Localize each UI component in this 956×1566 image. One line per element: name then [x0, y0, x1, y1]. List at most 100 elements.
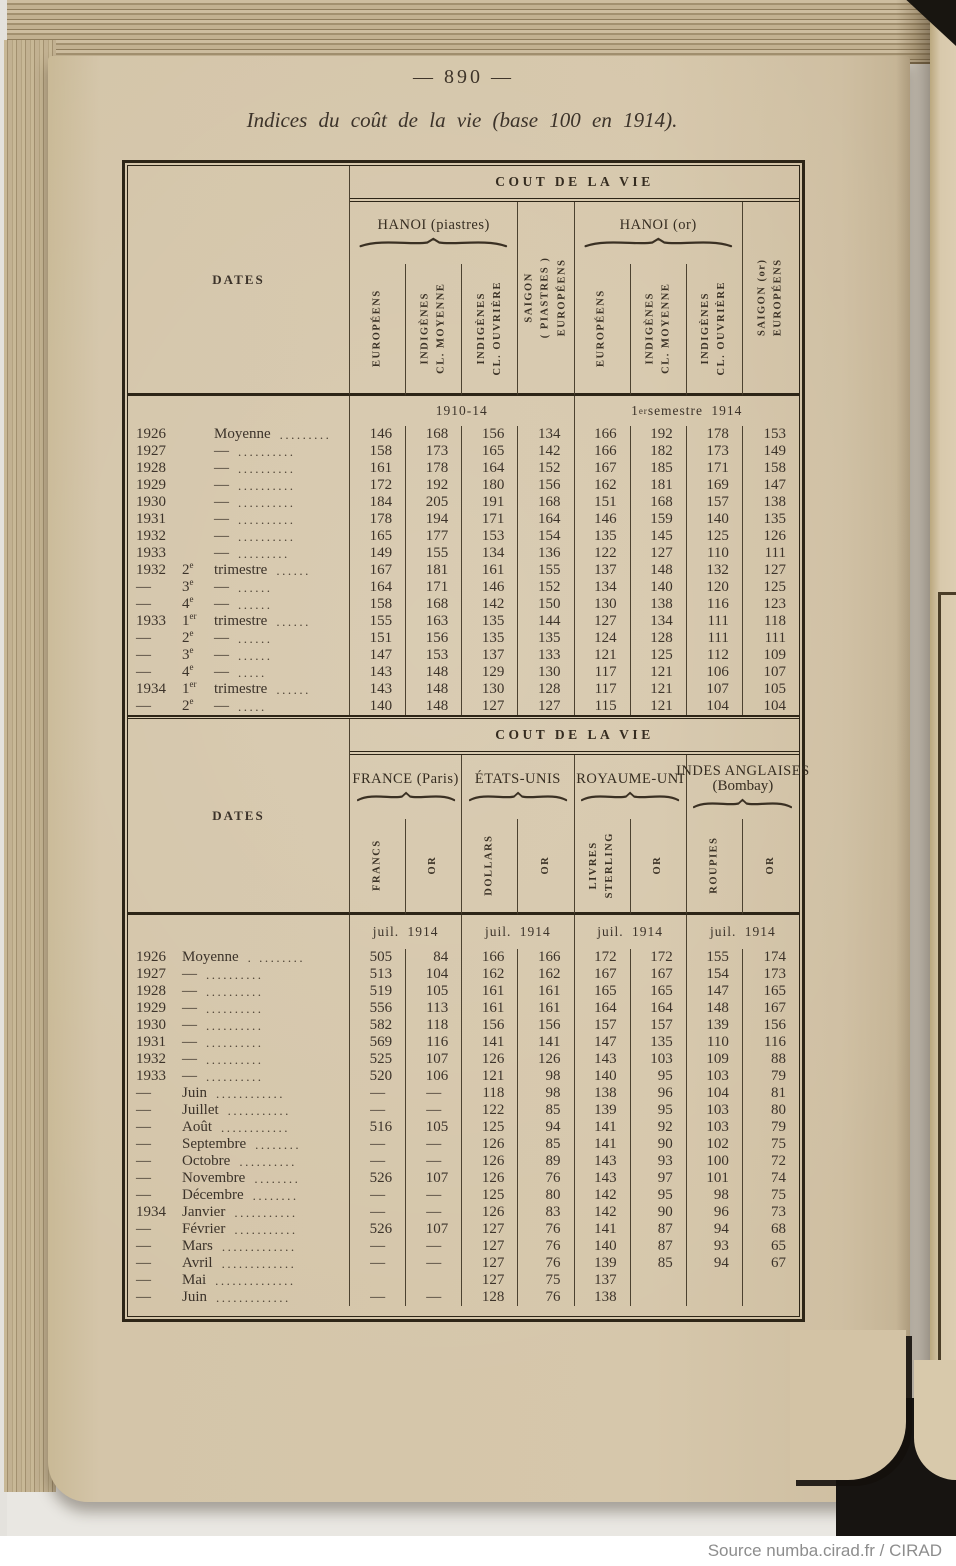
value-cell: 139 — [575, 1102, 631, 1119]
value-cell: 164 — [518, 511, 575, 528]
value-cell: 155 — [350, 613, 407, 630]
value-cell: 127 — [462, 698, 519, 715]
value-cell: 161 — [350, 460, 407, 477]
value-cell: 569 — [350, 1034, 407, 1051]
value-cell: 165 — [350, 528, 407, 545]
value-cell: 122 — [575, 545, 631, 562]
value-cell: 146 — [350, 426, 407, 443]
superscript: e — [189, 596, 194, 604]
row-name: — — [214, 698, 229, 714]
value-cell-dash: — — [406, 1187, 463, 1204]
row-ordinal: 1er — [182, 613, 197, 629]
row-leader-dots: .......... — [238, 528, 296, 544]
row-year: — — [136, 1119, 151, 1135]
value-cell-dash: — — [406, 1153, 463, 1170]
row-label: 1927 —.......... — [128, 966, 350, 983]
facing-page-table-border — [938, 592, 956, 1475]
value-cell: 121 — [575, 647, 631, 664]
value-cell: 93 — [631, 1153, 687, 1170]
value-cell: 126 — [462, 1051, 519, 1068]
row-leader-dots: .......... — [238, 511, 296, 527]
value-cell: 526 — [350, 1170, 407, 1187]
cost-of-living-table-foreign: DATES COUT DE LA VIE FRANCE (Paris) ÉTATS-U… — [128, 719, 809, 1326]
value-cell: 185 — [631, 460, 687, 477]
row-year: — — [136, 647, 151, 663]
value-cell: 135 — [763, 511, 787, 527]
value-cell: 156 — [518, 1017, 575, 1034]
value-cell: 128 — [631, 630, 687, 647]
value-cell: 167 — [575, 460, 631, 477]
row-leader-dots: ...... — [238, 647, 273, 663]
row-label: — Août............ — [128, 1119, 350, 1136]
row-leader-dots: ......... — [279, 426, 332, 442]
value-cell: 135 — [518, 630, 575, 647]
value-cell-dash: — — [406, 1085, 463, 1102]
row-name: — — [214, 443, 229, 459]
superscript: e — [189, 579, 194, 587]
value-cell: 94 — [687, 1255, 743, 1272]
value-cell: 140 — [575, 1238, 631, 1255]
value-cell: 118 — [406, 1017, 463, 1034]
group-header: FRANCE (Paris) — [350, 755, 463, 819]
group-header: HANOI (piastres) — [350, 202, 519, 264]
value-cell: 582 — [350, 1017, 407, 1034]
vertical-label: INDIGÈNES CL. MOYENNE — [417, 283, 450, 374]
book-top-page-edges — [0, 0, 934, 64]
value-cell: 166 — [575, 426, 631, 443]
row-leader-dots: ...... — [276, 562, 311, 578]
row-name: Moyenne — [214, 426, 271, 442]
value-cell: 85 — [518, 1136, 575, 1153]
value-cell: 155 — [406, 545, 463, 562]
value-cell: 167 — [763, 1000, 787, 1016]
value-cell: 126 — [518, 1051, 575, 1068]
value-cell: 171 — [462, 511, 519, 528]
vertical-label-line: OR — [427, 856, 439, 875]
dates-column-header: DATES — [128, 166, 350, 396]
row-leader-dots: ............ — [216, 1085, 286, 1101]
group-header-label: ROYAUME-UNI — [576, 770, 685, 787]
value-cell: 84 — [406, 949, 463, 966]
value-cell: 125 — [462, 1119, 519, 1136]
value-cell: 85 — [518, 1102, 575, 1119]
value-cell: 157 — [575, 1017, 631, 1034]
value-cell: 83 — [518, 1204, 575, 1221]
value-cell: 149 — [350, 545, 407, 562]
value-cell: 520 — [350, 1068, 407, 1085]
value-cell: 129 — [462, 664, 519, 681]
value-cell: 104 — [687, 698, 743, 715]
brace-icon — [468, 791, 567, 801]
value-cell: 148 — [631, 562, 687, 579]
source-attribution: Source numba.cirad.fr / CIRAD — [0, 1536, 956, 1566]
row-year: — — [136, 1272, 151, 1288]
vertical-label-wrap: OR — [518, 819, 573, 912]
group-header: INDES ANGLAISES (Bombay) — [676, 755, 809, 819]
row-label: — 2e —..... — [128, 698, 350, 715]
vertical-column-header: OR — [630, 819, 687, 915]
row-year: 1927 — [136, 443, 166, 459]
value-cell: 103 — [631, 1051, 687, 1068]
value-cell: 104 — [763, 698, 787, 714]
value-cell: 161 — [462, 1000, 519, 1017]
group-header: HANOI (or) — [575, 202, 743, 264]
row-name: trimestre — [214, 613, 268, 629]
value-cell: 93 — [687, 1238, 743, 1255]
value-cell: 181 — [406, 562, 463, 579]
value-cell-dash: — — [350, 1102, 407, 1119]
row-year: 1930 — [136, 494, 166, 510]
row-name: Août — [182, 1119, 212, 1135]
value-cell: 134 — [631, 613, 687, 630]
value-cell: 117 — [575, 681, 631, 698]
row-year: 1928 — [136, 460, 166, 476]
value-cell: 98 — [518, 1085, 575, 1102]
value-cell-dash: — — [350, 1289, 407, 1306]
row-label: 1931 —.......... — [128, 1034, 350, 1051]
row-name: trimestre — [214, 681, 268, 697]
superscript: e — [189, 562, 194, 570]
table-separator-rule — [128, 715, 799, 719]
value-cell: 79 — [771, 1068, 786, 1084]
value-cell: 111 — [764, 630, 786, 646]
value-cell: 112 — [687, 647, 743, 664]
value-cell: 67 — [771, 1255, 786, 1271]
row-leader-dots: .......... — [238, 460, 296, 476]
value-cell: 127 — [462, 1221, 519, 1238]
